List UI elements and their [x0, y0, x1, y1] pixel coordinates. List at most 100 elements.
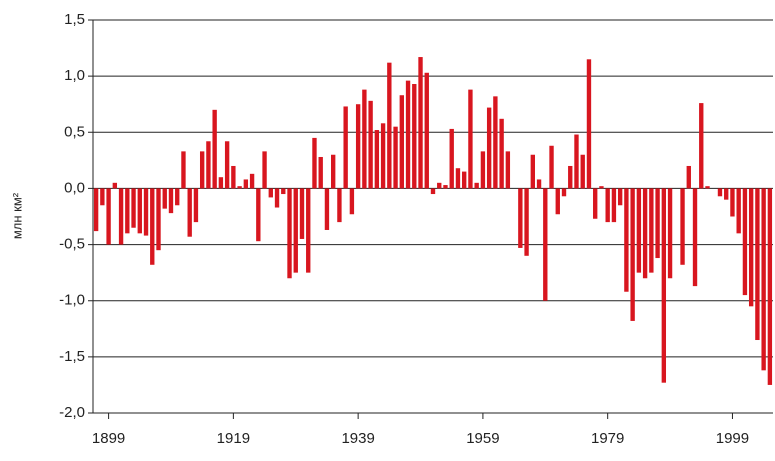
bar: [343, 106, 348, 189]
bar: [624, 188, 629, 292]
bar: [742, 188, 748, 296]
bar: [524, 188, 529, 256]
bar: [162, 188, 167, 209]
bar: [680, 188, 685, 265]
bar: [667, 188, 673, 279]
bar: [380, 123, 386, 189]
bar: [106, 188, 111, 245]
y-tick-label: 1,5: [64, 11, 85, 28]
bar: [736, 188, 741, 234]
bar: [611, 188, 617, 223]
bar: [312, 137, 317, 189]
bar: [617, 188, 623, 206]
bar: [362, 89, 367, 189]
bar: [405, 80, 411, 189]
bar: [443, 185, 448, 189]
bar: [574, 134, 579, 189]
bar: [530, 154, 535, 189]
bar: [156, 188, 161, 251]
bar: [324, 188, 330, 230]
bar: [642, 188, 648, 279]
bar: [368, 100, 373, 189]
bar: [374, 130, 380, 189]
bar: [724, 188, 729, 200]
bar: [125, 188, 130, 234]
bar: [237, 186, 242, 189]
bar: [462, 171, 467, 189]
bar: [337, 188, 342, 223]
bar: [424, 72, 429, 189]
bar: [93, 188, 99, 232]
bar: [293, 188, 298, 273]
bar: [505, 151, 511, 189]
bar: [287, 188, 292, 279]
bar: [143, 188, 149, 236]
bar: [480, 151, 486, 189]
bar: [349, 188, 355, 215]
bar: [748, 188, 754, 307]
bar: [561, 188, 567, 197]
bar: [767, 188, 773, 385]
y-tick-label: 0,5: [64, 123, 85, 140]
bar: [555, 188, 560, 215]
bar: [717, 188, 723, 197]
bar: [268, 188, 273, 198]
bar: [692, 188, 698, 287]
x-tick-label: 1959: [466, 430, 499, 447]
x-tick-label: 1899: [92, 430, 125, 447]
bar: [206, 141, 211, 189]
bar: [605, 188, 610, 223]
bar: [705, 186, 710, 189]
bar: [412, 84, 417, 189]
bar: [599, 186, 604, 189]
bar: [699, 103, 704, 189]
bar: [355, 104, 361, 189]
bar: [231, 165, 236, 189]
bar: [755, 188, 760, 341]
bar: [449, 128, 454, 189]
bar: [455, 168, 461, 189]
bar: [193, 188, 199, 223]
bar: [256, 188, 261, 242]
y-tick-label: 1,0: [64, 67, 85, 84]
bar: [399, 95, 404, 189]
bar: [387, 62, 392, 189]
bar: [168, 188, 174, 214]
bar: [686, 165, 691, 189]
x-tick-label: 1939: [341, 430, 374, 447]
bar: [761, 188, 766, 371]
bar: [100, 188, 105, 206]
bar: [175, 188, 180, 206]
bar: [243, 179, 249, 189]
bar: [536, 179, 542, 189]
bar: [593, 188, 598, 219]
bar: [281, 188, 286, 195]
bar: [430, 188, 436, 195]
bar: [199, 151, 205, 189]
bar: [543, 188, 548, 301]
bar: [499, 118, 504, 189]
bar: [118, 188, 124, 245]
bar: [568, 165, 573, 189]
x-tick-label: 1919: [217, 430, 250, 447]
bar: [418, 57, 423, 189]
bar: [393, 126, 398, 189]
bar: [181, 151, 186, 189]
y-tick-label: 0,0: [64, 179, 85, 196]
bar: [655, 188, 660, 259]
bar: [493, 96, 498, 189]
bar: [630, 188, 635, 321]
bar: [274, 188, 280, 208]
bar: [318, 156, 323, 189]
y-axis-label: млн км²: [9, 192, 24, 239]
bar: [649, 188, 654, 273]
bar: [518, 188, 523, 248]
bar: [212, 109, 217, 189]
bar: [437, 182, 442, 189]
bar: [299, 188, 305, 239]
y-tick-label: -2,0: [59, 404, 85, 421]
bar: [150, 188, 155, 265]
bar: [730, 188, 735, 217]
y-tick-label: -1,0: [59, 292, 85, 309]
